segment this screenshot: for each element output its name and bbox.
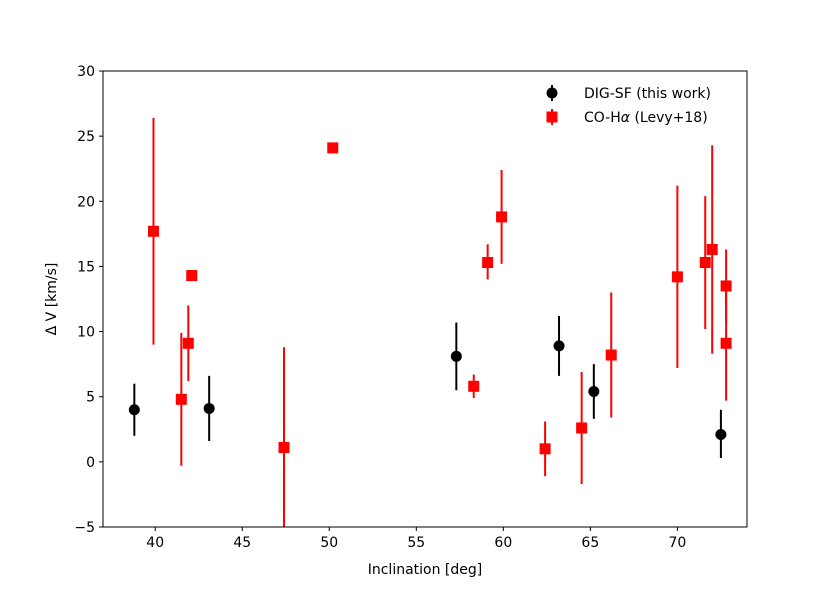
x-axis: 40 45 50 55 60 65 70 [146,527,686,551]
data-point-square [175,393,187,405]
data-point-square [706,243,718,255]
plot-frame [102,70,748,528]
data-point-square [699,257,711,269]
y-tick-label: 10 [77,325,95,341]
data-point-square [182,337,194,349]
data-point-square [327,142,339,154]
x-tick-label: 40 [146,535,164,551]
data-point-circle [450,350,462,362]
x-tick-label: 70 [668,535,686,551]
data-point-circle [553,340,565,352]
legend-label-dig: DIG-SF (this work) [584,86,711,102]
data-point-square [147,225,159,237]
data-point-square [576,422,588,434]
x-tick-label: 60 [494,535,512,551]
x-tick-label: 65 [581,535,599,551]
series-2 [147,117,732,527]
y-axis-label: Δ V [km/s] [44,263,60,336]
y-tick-label: 0 [86,455,95,471]
y-tick-label: 20 [77,194,95,210]
y-tick-label: −5 [74,520,95,536]
data-point-square [671,271,683,283]
data-point-square [496,211,508,223]
legend: DIG-SF (this work) CO-Hα (Levy+18) [546,85,711,126]
data-point-circle [203,402,215,414]
legend-label-co-greek: α [621,110,631,126]
data-point-circle [715,428,727,440]
x-axis-label: Inclination [deg] [368,562,483,578]
legend-marker-co [546,111,558,123]
data-point-square [482,257,494,269]
x-tick-label: 55 [407,535,425,551]
y-tick-label: 30 [77,64,95,80]
series-1 [128,315,727,458]
data-layer [128,117,732,527]
data-point-square [468,380,480,392]
data-point-square [605,349,617,361]
data-point-square [539,443,551,455]
legend-label-co-prefix: CO-H [584,110,621,126]
data-point-circle [128,404,140,416]
y-tick-label: 25 [77,129,95,145]
data-point-square [720,337,732,349]
y-axis: −5 0 5 10 15 20 25 30 [74,64,103,536]
data-point-circle [588,386,600,398]
x-tick-label: 45 [233,535,251,551]
y-tick-label: 15 [77,259,95,275]
x-tick-label: 50 [320,535,338,551]
data-point-square [278,442,290,454]
data-point-square [186,270,198,282]
legend-label-co-suffix: (Levy+18) [630,110,708,126]
y-tick-label: 5 [86,390,95,406]
legend-label-co: CO-Hα (Levy+18) [584,110,708,126]
legend-marker-dig [546,87,558,99]
